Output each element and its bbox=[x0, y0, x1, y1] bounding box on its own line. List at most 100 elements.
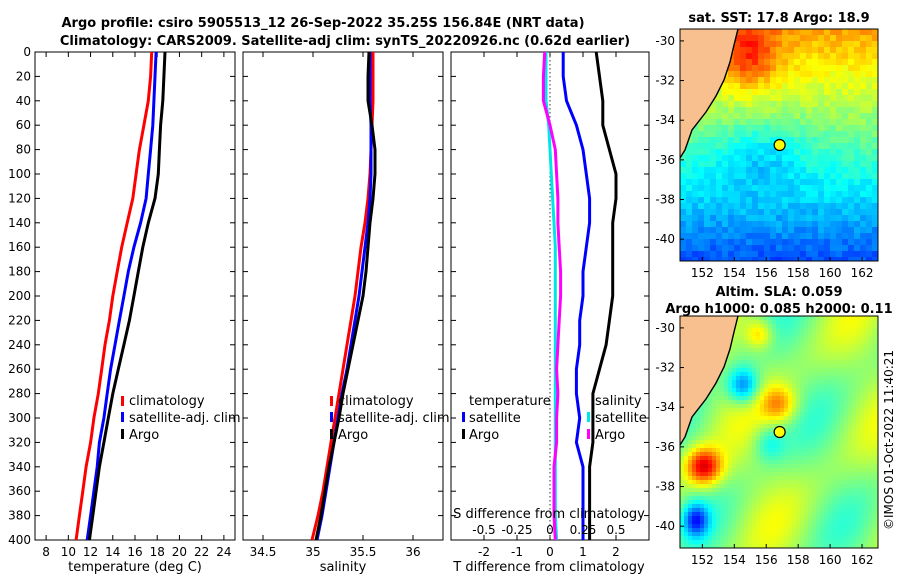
heatmap-cell bbox=[728, 380, 733, 385]
heatmap-cell bbox=[820, 356, 825, 361]
heatmap-cell bbox=[860, 528, 865, 533]
heatmap-cell bbox=[796, 456, 801, 461]
heatmap-cell bbox=[698, 119, 705, 126]
heatmap-cell bbox=[756, 412, 761, 417]
heatmap-cell bbox=[704, 432, 709, 437]
heatmap-cell bbox=[746, 161, 753, 168]
heatmap-cell bbox=[720, 384, 725, 389]
difference-panel: -2 -1 0 1 2 -0.5 -0.25 0 0.25 0.5 S difference f… bbox=[450, 51, 650, 575]
heatmap-cell bbox=[716, 257, 723, 261]
heatmap-cell bbox=[848, 101, 855, 108]
heatmap-cell bbox=[752, 113, 759, 120]
heatmap-cell bbox=[848, 524, 853, 529]
heatmap-cell bbox=[704, 452, 709, 457]
heatmap-cell bbox=[684, 448, 689, 453]
heatmap-cell bbox=[812, 528, 817, 533]
heatmap-cell bbox=[686, 257, 693, 261]
heatmap-cell bbox=[868, 516, 873, 521]
heatmap-cell bbox=[758, 65, 765, 72]
heatmap-cell bbox=[824, 239, 831, 246]
heatmap-cell bbox=[840, 340, 845, 345]
heatmap-cell bbox=[868, 404, 873, 409]
heatmap-cell bbox=[684, 500, 689, 505]
heatmap-cell bbox=[752, 77, 759, 84]
heatmap-cell bbox=[724, 460, 729, 465]
heatmap-cell bbox=[740, 496, 745, 501]
heatmap-cell bbox=[752, 356, 757, 361]
heatmap-cell bbox=[752, 456, 757, 461]
depth-axis: 0204060801001201401601802002202402602803… bbox=[8, 45, 235, 547]
heatmap-cell bbox=[868, 396, 873, 401]
heatmap-cell bbox=[740, 468, 745, 473]
heatmap-cell bbox=[852, 328, 857, 333]
heatmap-cell bbox=[840, 512, 845, 517]
heatmap-cell bbox=[772, 440, 777, 445]
heatmap-cell bbox=[748, 504, 753, 509]
heatmap-cell bbox=[844, 360, 849, 365]
heatmap-cell bbox=[736, 452, 741, 457]
heatmap-cell bbox=[712, 460, 717, 465]
heatmap-cell bbox=[866, 233, 873, 240]
heatmap-cell bbox=[712, 400, 717, 405]
heatmap-cell bbox=[800, 119, 807, 126]
heatmap-cell bbox=[748, 508, 753, 513]
heatmap-cell bbox=[872, 372, 877, 377]
heatmap-cell bbox=[818, 59, 825, 66]
heatmap-cell bbox=[740, 464, 745, 469]
heatmap-cell bbox=[756, 344, 761, 349]
heatmap-cell bbox=[824, 428, 829, 433]
heatmap-cell bbox=[744, 332, 749, 337]
heatmap-cell bbox=[842, 185, 849, 192]
heatmap-cell bbox=[868, 388, 873, 393]
heatmap-cell bbox=[698, 257, 705, 261]
heatmap-cell bbox=[860, 380, 865, 385]
heatmap-cell bbox=[780, 416, 785, 421]
heatmap-cell bbox=[806, 77, 813, 84]
heatmap-cell bbox=[820, 424, 825, 429]
heatmap-cell bbox=[752, 47, 759, 54]
heatmap-cell bbox=[804, 424, 809, 429]
heatmap-cell bbox=[758, 89, 765, 96]
heatmap-cell bbox=[734, 215, 741, 222]
heatmap-cell bbox=[698, 191, 705, 198]
heatmap-cell bbox=[800, 372, 805, 377]
heatmap-cell bbox=[872, 492, 877, 497]
heatmap-cell bbox=[792, 476, 797, 481]
heatmap-cell bbox=[840, 464, 845, 469]
heatmap-cell bbox=[740, 89, 747, 96]
heatmap-cell bbox=[704, 540, 709, 545]
heatmap-cell bbox=[792, 344, 797, 349]
heatmap-cell bbox=[876, 412, 878, 417]
heatmap-cell bbox=[716, 239, 723, 246]
heatmap-cell bbox=[848, 428, 853, 433]
heatmap-cell bbox=[828, 464, 833, 469]
heatmap-cell bbox=[868, 480, 873, 485]
heatmap-cell bbox=[716, 496, 721, 501]
heatmap-cell bbox=[856, 532, 861, 537]
heatmap-cell bbox=[746, 29, 753, 36]
heatmap-cell bbox=[748, 456, 753, 461]
heatmap-cell bbox=[760, 468, 765, 473]
heatmap-cell bbox=[760, 324, 765, 329]
heatmap-cell bbox=[692, 452, 697, 457]
heatmap-cell bbox=[804, 388, 809, 393]
series-satellite-adj-clim bbox=[85, 52, 158, 540]
heatmap-cell bbox=[800, 476, 805, 481]
heatmap-cell bbox=[820, 540, 825, 545]
heatmap-cell bbox=[768, 400, 773, 405]
heatmap-cell bbox=[868, 524, 873, 529]
heatmap-cell bbox=[758, 215, 765, 222]
heatmap-cell bbox=[776, 436, 781, 441]
heatmap-cell bbox=[758, 77, 765, 84]
lat-tick-label: -38 bbox=[655, 480, 675, 494]
heatmap-cell bbox=[770, 41, 777, 48]
heatmap-cell bbox=[848, 536, 853, 541]
heatmap-cell bbox=[692, 464, 697, 469]
heatmap-cell bbox=[784, 360, 789, 365]
heatmap-cell bbox=[780, 328, 785, 333]
heatmap-cell bbox=[820, 544, 825, 548]
heatmap-cell bbox=[764, 113, 771, 120]
heatmap-cell bbox=[788, 209, 795, 216]
heatmap-cell bbox=[872, 107, 878, 114]
heatmap-cell bbox=[836, 516, 841, 521]
